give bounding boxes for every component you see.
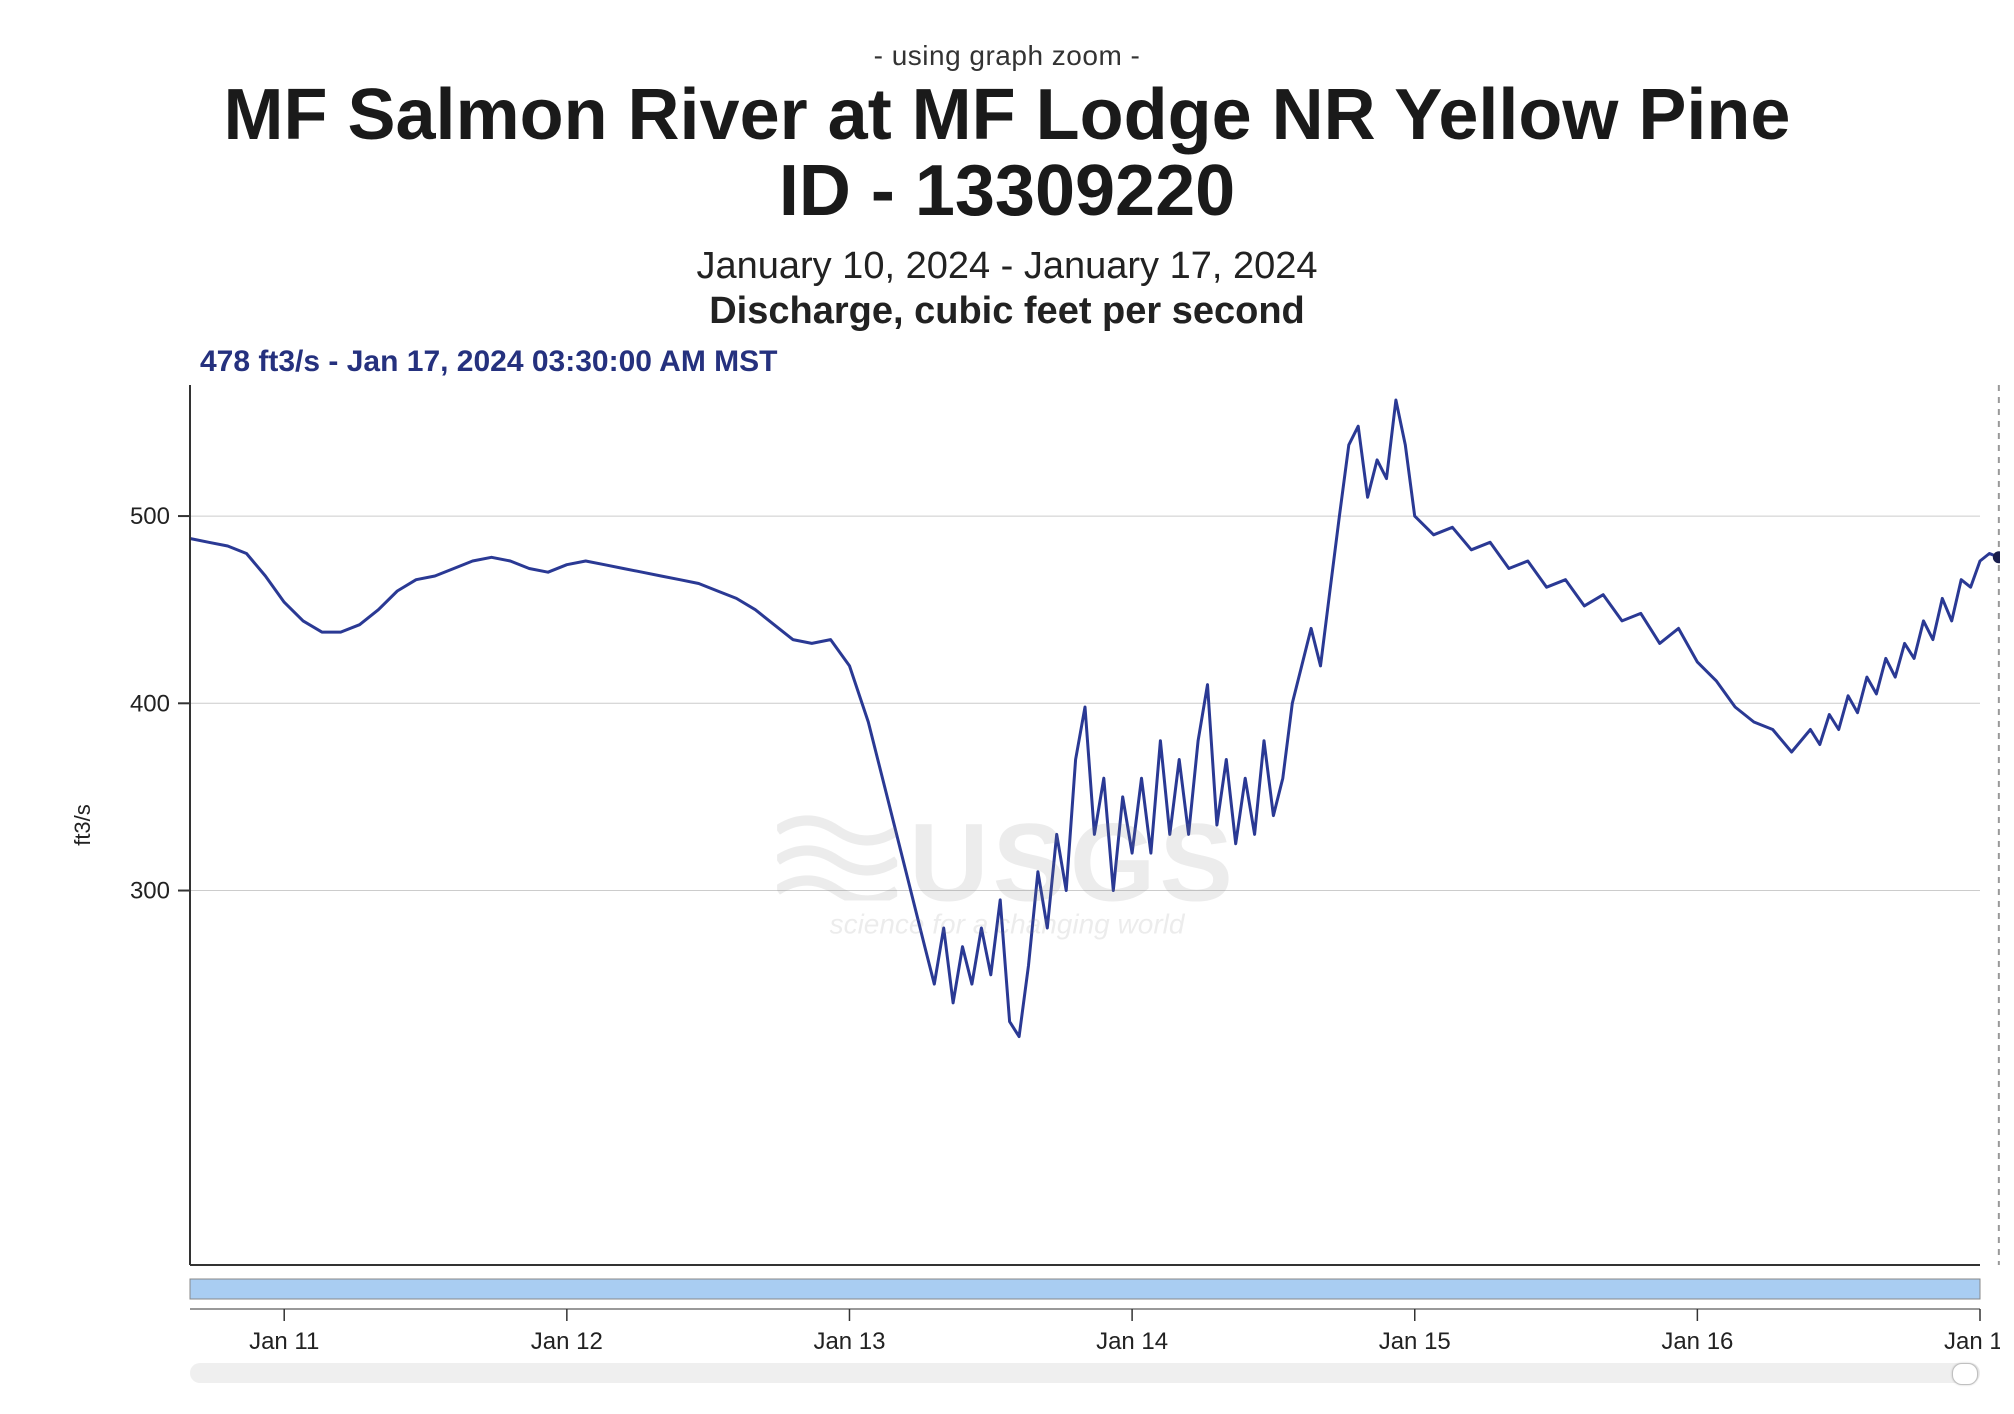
svg-text:300: 300	[130, 878, 170, 905]
date-range: January 10, 2024 - January 17, 2024	[40, 245, 1974, 288]
svg-text:Jan 14: Jan 14	[1096, 1328, 1168, 1355]
svg-text:400: 400	[130, 690, 170, 717]
svg-text:Jan 12: Jan 12	[531, 1328, 603, 1355]
svg-text:Jan 15: Jan 15	[1379, 1328, 1451, 1355]
svg-text:Jan 17: Jan 17	[1944, 1328, 2000, 1355]
chart-title: MF Salmon River at MF Lodge NR Yellow Pi…	[40, 78, 1974, 229]
chart-container: USGS science for a changing world 300400…	[40, 385, 1974, 1355]
parameter-label: Discharge, cubic feet per second	[40, 290, 1974, 333]
zoom-note: - using graph zoom -	[40, 40, 1974, 72]
chart-header: - using graph zoom - MF Salmon River at …	[40, 40, 1974, 333]
svg-text:500: 500	[130, 503, 170, 530]
horizontal-scrollbar-thumb[interactable]	[1952, 1363, 1978, 1385]
page-root: - using graph zoom - MF Salmon River at …	[0, 0, 2014, 1414]
title-line-2: ID - 13309220	[779, 151, 1235, 231]
svg-text:Jan 11: Jan 11	[249, 1328, 319, 1355]
discharge-line-chart[interactable]: 300 400 500 ft3/s Jan 11 Jan 12 Jan 13 Jan 14 Ja…	[40, 385, 2000, 1355]
title-line-1: MF Salmon River at MF Lodge NR Yellow Pi…	[224, 75, 1791, 155]
current-reading-label: 478 ft3/s - Jan 17, 2024 03:30:00 AM MST	[200, 345, 1974, 379]
svg-text:ft3/s: ft3/s	[70, 804, 95, 846]
svg-text:Jan 16: Jan 16	[1661, 1328, 1733, 1355]
horizontal-scrollbar-track[interactable]	[190, 1363, 1980, 1383]
svg-text:Jan 13: Jan 13	[813, 1328, 885, 1355]
